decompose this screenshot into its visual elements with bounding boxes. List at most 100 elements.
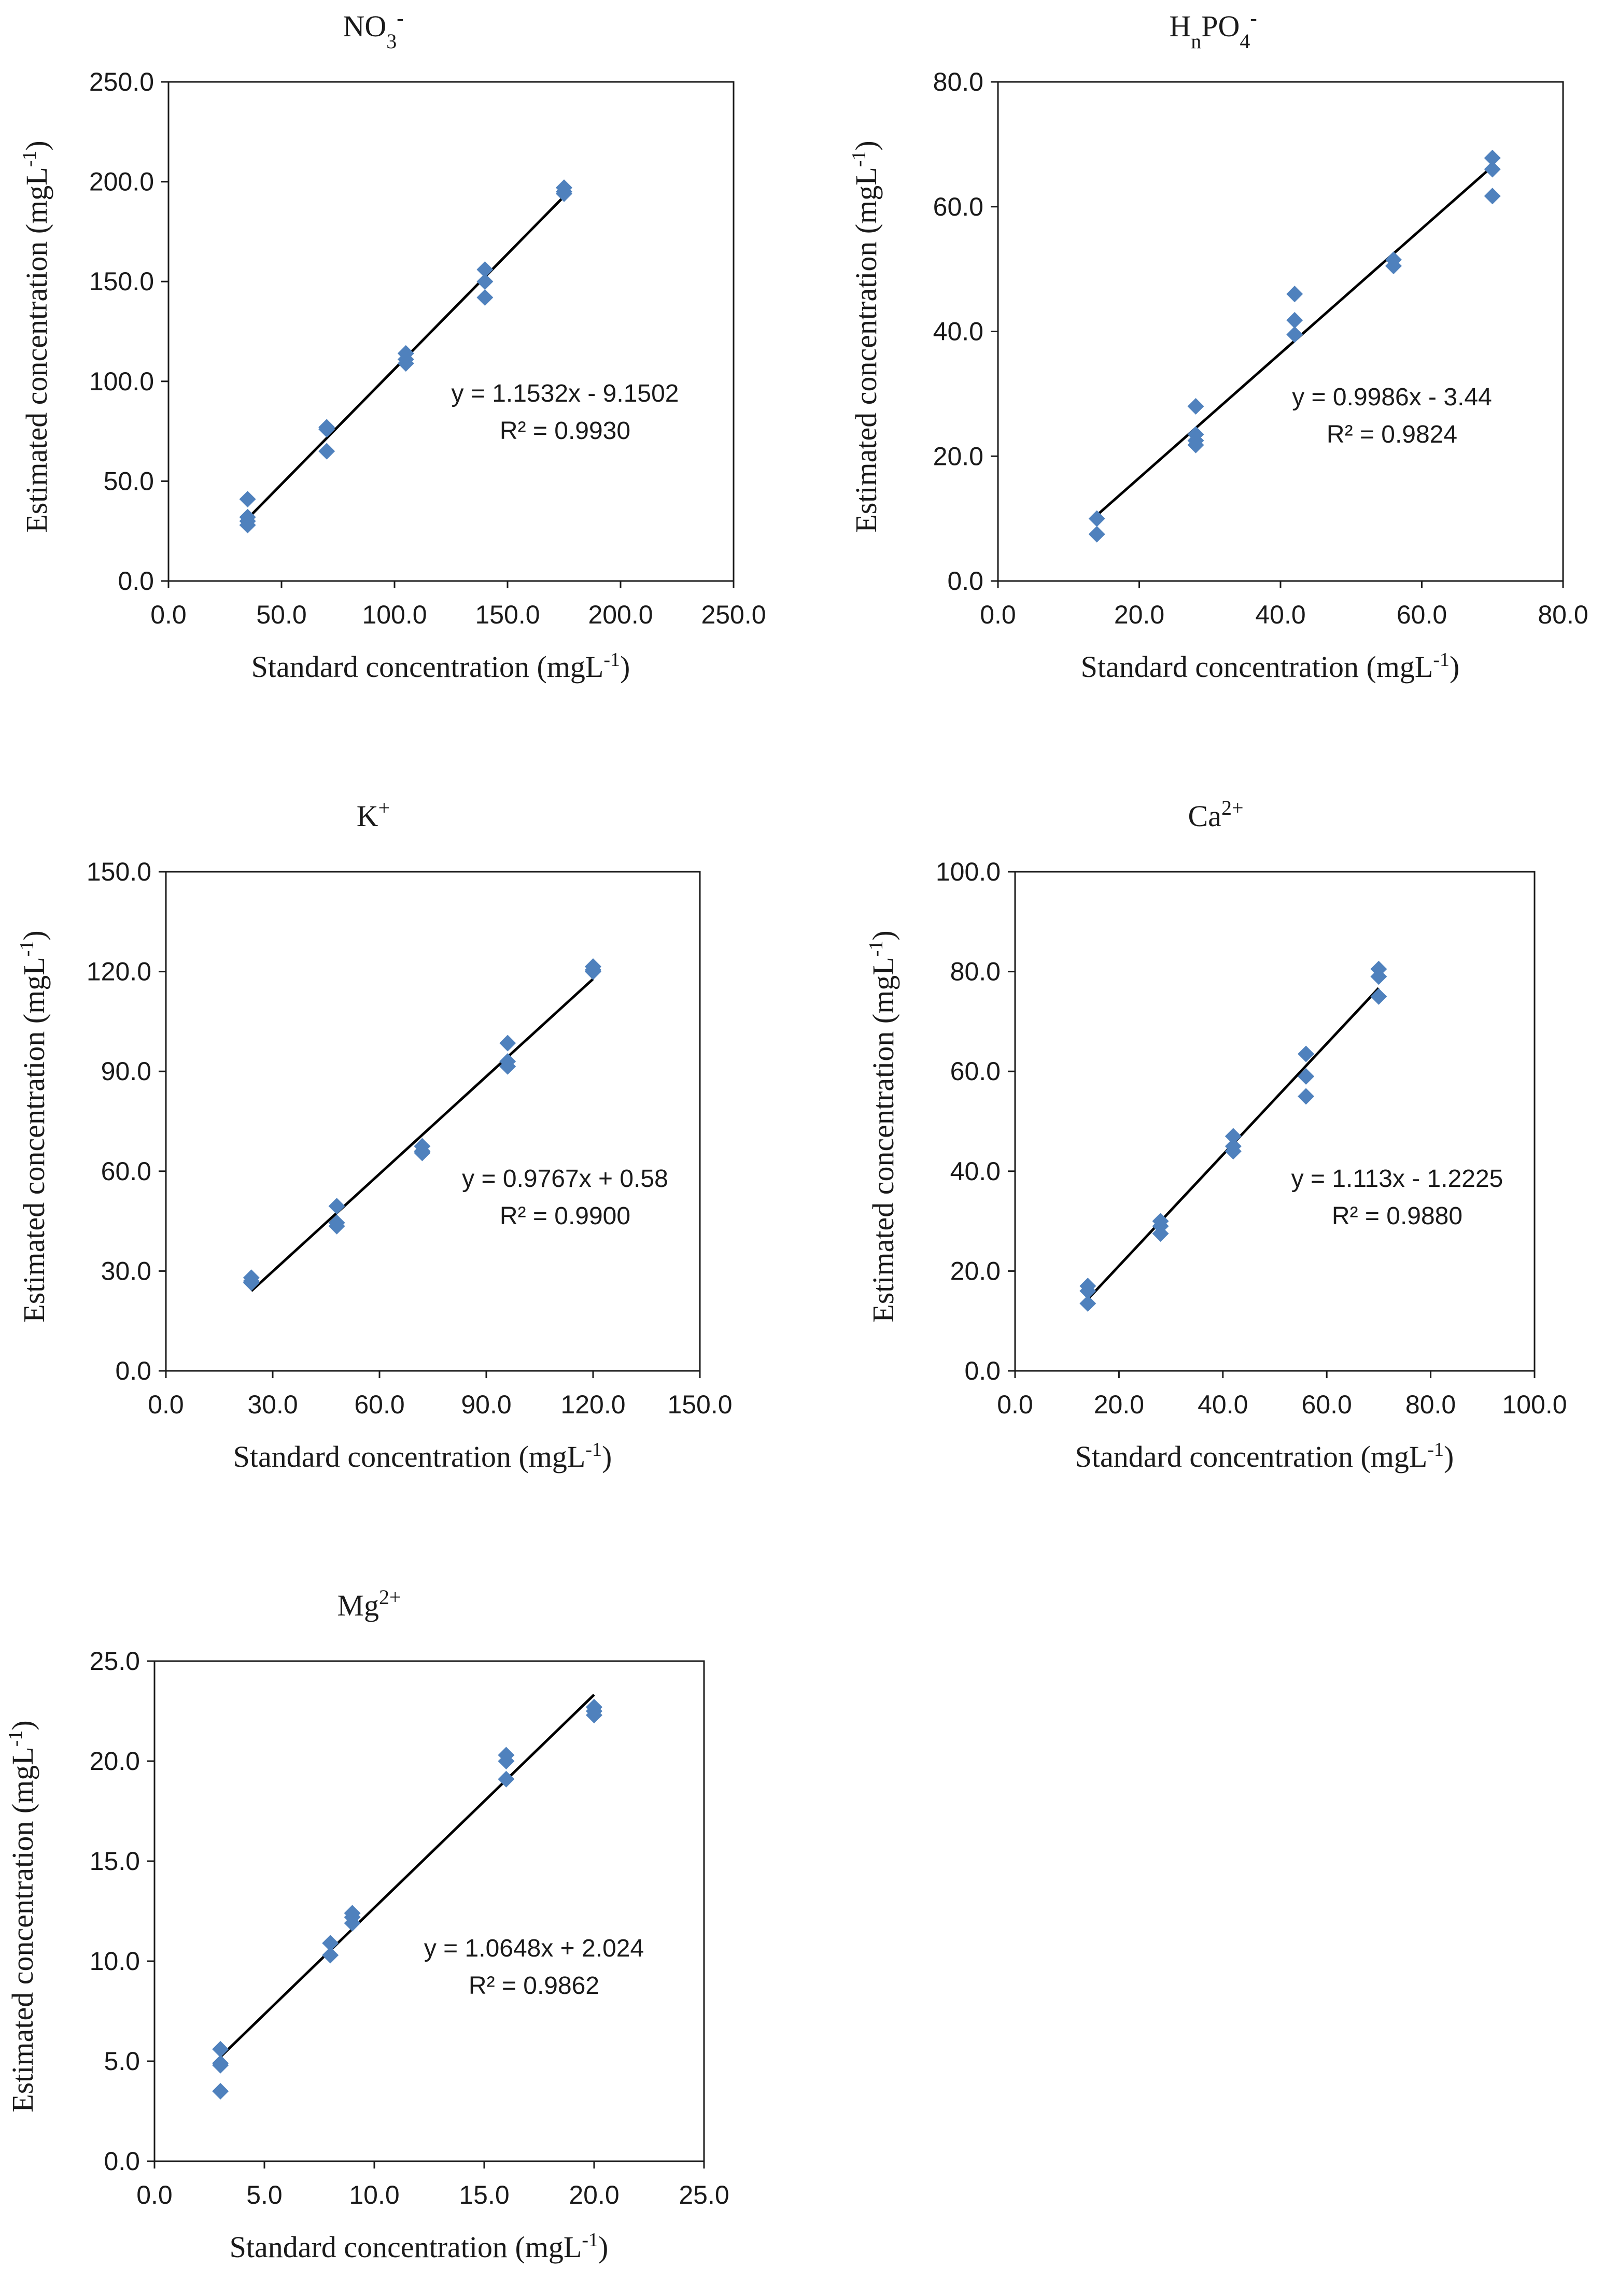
x-axis-label-sup: -1 (585, 1439, 602, 1461)
trendline-equation: y = 1.0648x + 2.024 (424, 1935, 644, 1962)
r-squared-label: R² = 0.9930 (500, 417, 630, 445)
data-point (1286, 326, 1303, 343)
trendline-equation: y = 1.1532x - 9.1502 (452, 380, 679, 407)
y-tick-label: 0.0 (104, 2147, 140, 2176)
x-axis-label-close: ) (598, 2230, 608, 2264)
chart-title-sup: + (378, 796, 390, 819)
x-axis-label: Standard concentration (mgL-1) (233, 1439, 612, 1473)
x-tick-label: 120.0 (560, 1390, 625, 1419)
x-axis-label-main: Standard concentration (mgL (233, 1440, 586, 1473)
r-squared-label: R² = 0.9824 (1327, 421, 1457, 448)
plot-frame (153, 1660, 705, 2162)
y-tick-label: 100.0 (936, 857, 1001, 886)
data-point (1187, 398, 1204, 415)
x-tick-label: 5.0 (246, 2180, 283, 2209)
data-point (322, 1935, 339, 1952)
chart-panel-1: NO3- 0.0 50.0 100.0 150.0 200.0 250.0 0.0 50.0 10… (19, 6, 766, 684)
y-tick-label: 150.0 (87, 857, 151, 886)
x-tick-label: 25.0 (679, 2180, 729, 2209)
r-squared-label: R² = 0.9880 (1332, 1202, 1462, 1230)
x-axis-label: Standard concentration (mgL-1) (1075, 1439, 1454, 1473)
chart-title-sup: - (397, 6, 403, 30)
x-axis-label-close: ) (1450, 650, 1459, 684)
data-point (1088, 526, 1105, 543)
x-tick-label: 10.0 (349, 2180, 399, 2209)
data-point (318, 443, 335, 460)
chart-title-sup: 2+ (1221, 796, 1244, 819)
data-point (498, 1770, 515, 1788)
x-tick-label: 20.0 (1114, 600, 1164, 629)
x-tick-label: 30.0 (247, 1390, 298, 1419)
chart-title: NO3- (343, 6, 403, 53)
y-tick-label: 250.0 (89, 67, 154, 96)
chart-title: Ca2+ (1188, 796, 1244, 833)
y-tick-label: 20.0 (933, 442, 983, 471)
y-axis-label: Estimated concentration (mgL-1) (865, 930, 900, 1322)
y-tick-label: 30.0 (101, 1256, 151, 1285)
plot-frame (1014, 871, 1536, 1372)
data-point (1385, 258, 1402, 275)
x-tick-label: 15.0 (459, 2180, 509, 2209)
chart-title-mid: PO (1201, 9, 1240, 43)
y-tick-label: 100.0 (89, 367, 154, 396)
y-axis-label-close: ) (17, 930, 51, 940)
x-tick-label: 200.0 (588, 600, 653, 629)
x-tick-label: 250.0 (701, 600, 766, 629)
chart-panel-4: Ca2+ 0.0 20.0 40.0 60.0 80.0 100.0 0.0 20.0 40.0 6… (865, 796, 1567, 1474)
data-point (1298, 1088, 1315, 1105)
y-tick-label: 40.0 (950, 1157, 1001, 1186)
y-tick-label: 0.0 (115, 1356, 151, 1385)
chart-title-sub2: 4 (1240, 30, 1250, 53)
x-tick-label: 0.0 (148, 1390, 184, 1419)
data-point (476, 261, 494, 278)
data-point (1187, 436, 1204, 453)
chart-title-sub: 3 (386, 30, 397, 53)
x-tick-label: 0.0 (980, 600, 1016, 629)
y-axis-label-sup: -1 (16, 941, 38, 957)
y-tick-label: 15.0 (90, 1847, 140, 1876)
data-point (476, 273, 494, 290)
y-axis-label-sup: -1 (19, 151, 40, 167)
data-point (344, 1915, 361, 1932)
x-axis-label-sup: -1 (582, 2229, 598, 2251)
data-point (1225, 1143, 1242, 1160)
chart-title-sup: 2+ (379, 1585, 401, 1609)
data-point (1286, 286, 1303, 303)
y-tick-label: 0.0 (118, 566, 154, 596)
x-tick-label: 80.0 (1405, 1390, 1456, 1419)
x-tick-label: 150.0 (475, 600, 540, 629)
y-axis-label: Estimated concentration (mgL-1) (19, 140, 53, 532)
chart-panel-5: Mg2+ 0.0 5.0 10.0 15.0 20.0 25.0 0.0 5.0 10.0 15.0… (5, 1585, 729, 2264)
chart-title-base: H (1169, 9, 1191, 43)
x-axis-label: Standard concentration (mgL-1) (251, 649, 630, 684)
x-axis-label-close: ) (620, 650, 630, 684)
data-point (328, 1198, 345, 1215)
x-tick-label: 100.0 (362, 600, 427, 629)
y-tick-label: 60.0 (933, 192, 983, 221)
data-point (499, 1034, 516, 1052)
y-axis-label-close: ) (849, 140, 883, 150)
x-axis-label-close: ) (602, 1440, 612, 1473)
data-point (1152, 1225, 1169, 1242)
y-tick-label: 40.0 (933, 317, 983, 346)
trendline (250, 977, 594, 1292)
data-point (239, 491, 256, 508)
chart-title-sub: n (1191, 30, 1201, 53)
data-point (1370, 968, 1387, 985)
y-axis-label-main: Estimated concentration (mgL (6, 1747, 39, 2112)
data-point (1079, 1282, 1096, 1299)
trendline-equation: y = 1.113x - 1.2225 (1291, 1165, 1503, 1193)
y-tick-label: 20.0 (90, 1747, 140, 1776)
chart-title-base: K (357, 799, 378, 833)
chart-title-sup: - (1250, 6, 1257, 30)
data-point (397, 355, 414, 372)
data-point (322, 1947, 339, 1964)
x-axis-label-main: Standard concentration (mgL (230, 2230, 582, 2264)
x-tick-label: 80.0 (1538, 600, 1588, 629)
y-axis-label-sup: -1 (865, 941, 887, 957)
data-point (1370, 988, 1387, 1005)
y-axis-label-sup: -1 (5, 1731, 26, 1747)
data-point (239, 513, 256, 530)
x-axis-label-main: Standard concentration (mgL (251, 650, 604, 684)
